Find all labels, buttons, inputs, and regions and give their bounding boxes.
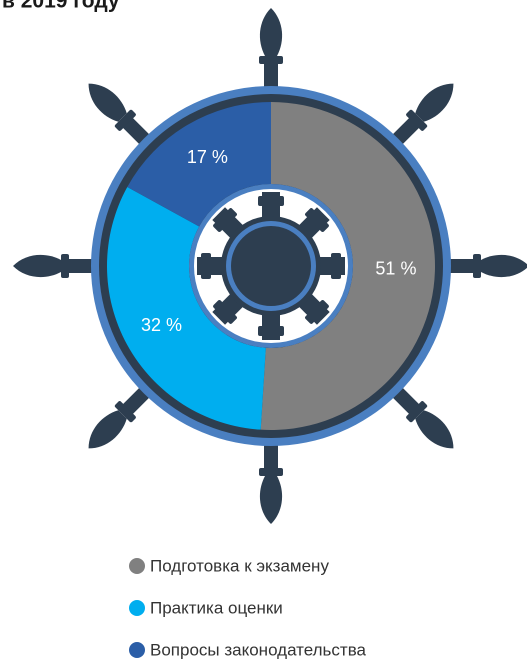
spoke-collar bbox=[61, 254, 69, 278]
chart-title: в 2019 году bbox=[2, 0, 120, 13]
legend-marker bbox=[129, 558, 145, 574]
spoke-collar bbox=[473, 254, 481, 278]
hub-spoke-cap bbox=[331, 253, 341, 279]
hub bbox=[189, 184, 353, 348]
hub-spoke-cap bbox=[258, 196, 284, 206]
spoke-collar bbox=[259, 468, 283, 476]
data-label: 32 % bbox=[141, 315, 182, 335]
data-label: 51 % bbox=[375, 259, 416, 279]
spoke-handle bbox=[13, 255, 61, 277]
legend-label: Практика оценки bbox=[150, 598, 283, 617]
legend-marker bbox=[129, 642, 145, 658]
spoke-handle bbox=[260, 476, 282, 524]
hub-spoke-cap bbox=[258, 326, 284, 336]
hub-core bbox=[231, 226, 311, 306]
hub-spoke-cap bbox=[201, 253, 211, 279]
legend-marker bbox=[129, 600, 145, 616]
legend-label: Вопросы законодательства bbox=[150, 640, 367, 659]
legend: Подготовка к экзамену Практика оценки Вопр… bbox=[129, 556, 367, 659]
chart: в 2019 году 51 % 32 % 17 % Подготовка к эк… bbox=[0, 0, 527, 669]
spoke-handle bbox=[260, 8, 282, 56]
legend-label: Подготовка к экзамену bbox=[150, 556, 329, 575]
spoke-handle bbox=[481, 255, 527, 277]
data-label: 17 % bbox=[187, 147, 228, 167]
spoke-collar bbox=[259, 56, 283, 64]
